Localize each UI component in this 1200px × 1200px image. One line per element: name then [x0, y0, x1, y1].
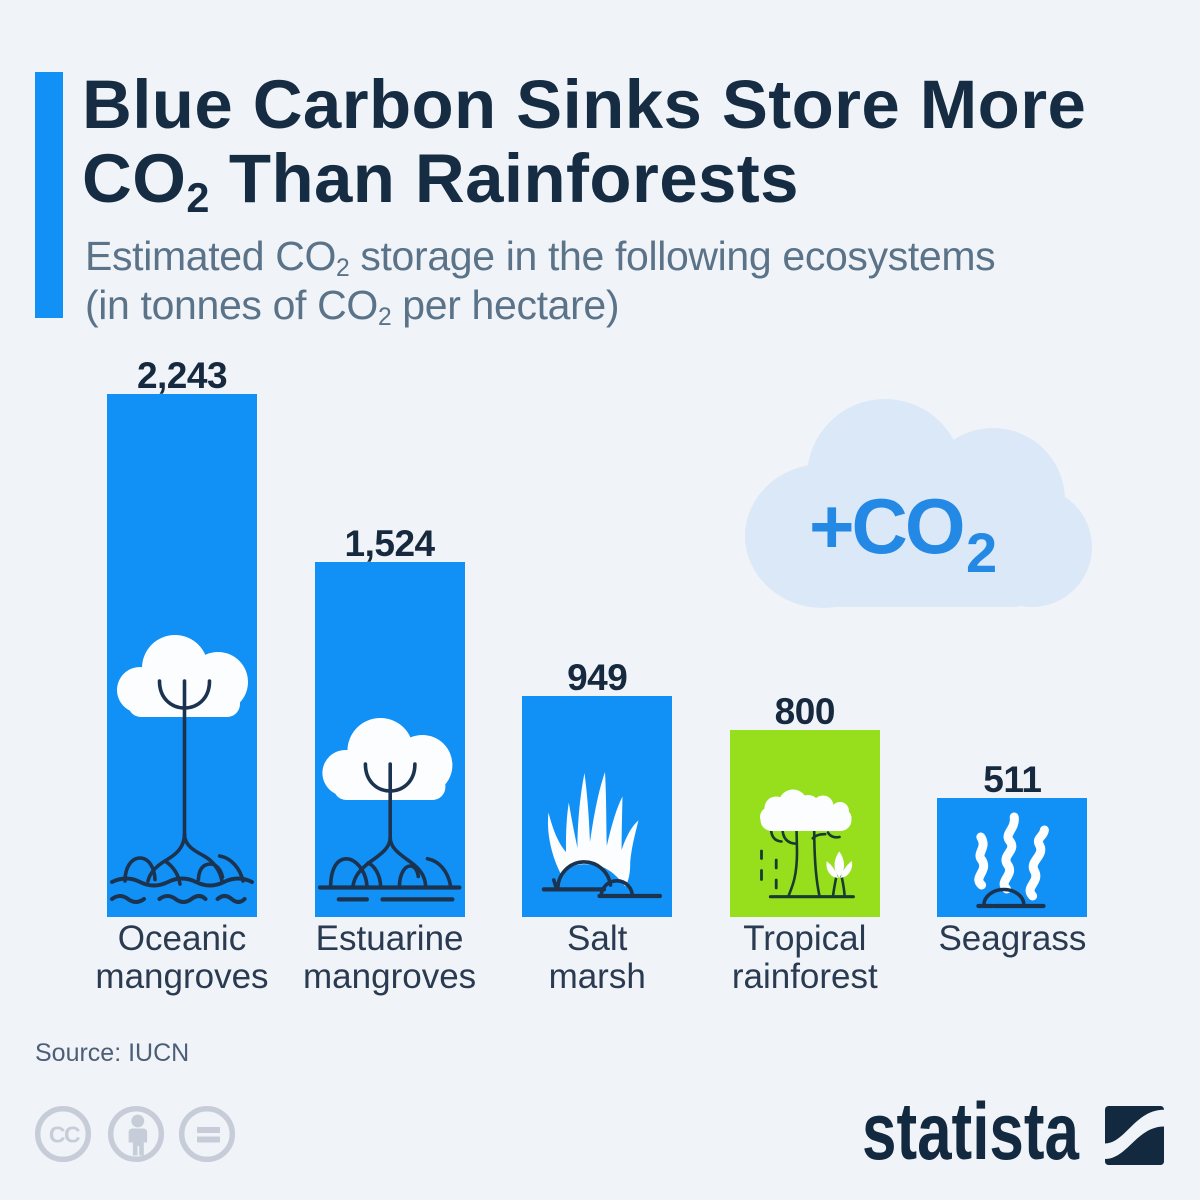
svg-text:2: 2 — [966, 521, 997, 584]
svg-text:+CO: +CO — [809, 482, 963, 570]
svg-text:CC: CC — [49, 1122, 80, 1148]
